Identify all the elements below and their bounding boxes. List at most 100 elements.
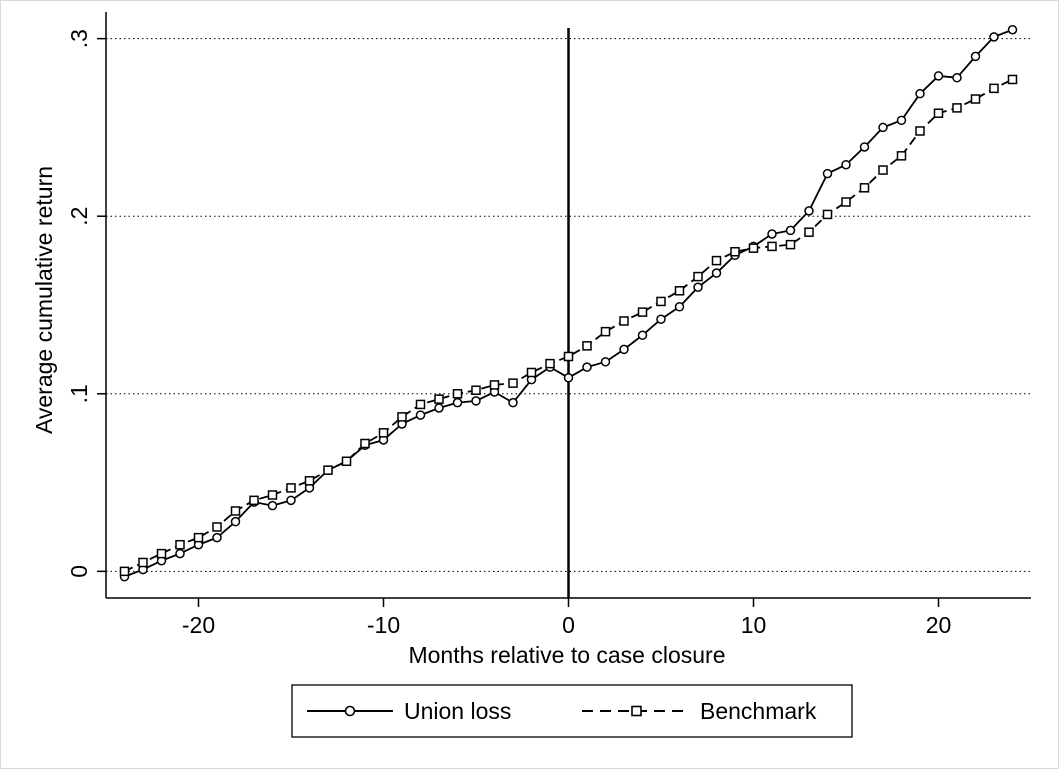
y-tick-label: .2 xyxy=(66,207,92,226)
legend-label-benchmark: Benchmark xyxy=(700,698,817,724)
point-benchmark xyxy=(859,183,870,193)
point-union-loss xyxy=(970,51,981,62)
point-union-loss xyxy=(286,495,296,506)
y-tick-label: 0 xyxy=(66,565,92,578)
point-benchmark xyxy=(156,548,167,559)
point-benchmark xyxy=(1007,74,1018,85)
point-union-loss xyxy=(619,344,629,355)
point-union-loss xyxy=(878,122,888,133)
x-tick-label: 10 xyxy=(741,612,767,638)
point-benchmark xyxy=(767,241,777,252)
point-benchmark xyxy=(212,522,222,532)
point-benchmark xyxy=(415,399,426,410)
point-benchmark xyxy=(970,94,981,104)
axes xyxy=(97,12,1031,607)
point-benchmark xyxy=(545,358,555,369)
point-benchmark xyxy=(193,532,204,543)
point-benchmark xyxy=(230,506,241,516)
x-tick-label: -10 xyxy=(367,612,400,638)
x-tick-label: -20 xyxy=(182,612,215,638)
point-benchmark xyxy=(600,326,611,337)
point-benchmark xyxy=(563,351,574,362)
point-benchmark xyxy=(138,557,148,568)
point-benchmark xyxy=(637,307,648,317)
point-benchmark xyxy=(693,271,703,282)
legend-marker-benchmark xyxy=(631,705,642,717)
point-benchmark xyxy=(452,389,463,399)
point-benchmark xyxy=(304,476,315,486)
point-union-loss xyxy=(415,410,426,420)
point-union-loss xyxy=(896,115,907,126)
point-union-loss xyxy=(693,282,703,292)
point-union-loss xyxy=(267,500,278,511)
point-benchmark xyxy=(434,394,444,404)
point-benchmark xyxy=(989,83,999,94)
y-axis-label: Average cumulative return xyxy=(31,166,57,434)
point-benchmark xyxy=(489,380,500,390)
point-benchmark xyxy=(119,566,130,577)
point-union-loss xyxy=(804,206,814,216)
point-benchmark xyxy=(878,165,888,175)
point-benchmark xyxy=(508,378,518,388)
point-benchmark xyxy=(804,227,814,237)
point-benchmark xyxy=(323,465,333,475)
point-union-loss xyxy=(508,397,518,408)
point-union-loss xyxy=(822,168,833,179)
point-union-loss xyxy=(674,302,685,312)
point-union-loss xyxy=(711,268,722,278)
point-union-loss xyxy=(767,229,777,239)
x-tick-label: 0 xyxy=(562,612,575,638)
point-benchmark xyxy=(822,209,833,220)
point-benchmark xyxy=(711,255,722,266)
point-benchmark xyxy=(619,316,629,326)
point-benchmark xyxy=(582,341,592,351)
point-union-loss xyxy=(600,357,611,367)
legend: Union loss Benchmark xyxy=(291,684,853,738)
point-union-loss xyxy=(563,373,574,383)
point-union-loss xyxy=(952,72,962,83)
point-union-loss xyxy=(212,532,222,543)
point-benchmark xyxy=(841,197,851,207)
point-benchmark xyxy=(933,108,944,118)
legend-label-union-loss: Union loss xyxy=(404,698,511,724)
gridlines xyxy=(106,38,1031,572)
point-union-loss xyxy=(915,88,925,99)
point-union-loss xyxy=(989,32,999,42)
point-benchmark xyxy=(341,456,352,467)
point-union-loss xyxy=(230,516,241,527)
point-union-loss xyxy=(841,159,851,170)
point-benchmark xyxy=(674,286,685,296)
point-union-loss xyxy=(471,396,481,406)
series-layer xyxy=(119,25,1018,582)
point-benchmark xyxy=(175,539,185,550)
x-tick-label: 20 xyxy=(926,612,952,638)
point-benchmark xyxy=(526,367,537,378)
point-union-loss xyxy=(175,548,185,559)
legend-marker-union-loss xyxy=(344,705,356,717)
point-benchmark xyxy=(748,243,759,253)
point-union-loss xyxy=(582,362,592,372)
point-benchmark xyxy=(249,495,259,506)
point-benchmark xyxy=(730,246,740,257)
x-axis-label: Months relative to case closure xyxy=(408,642,725,668)
point-benchmark xyxy=(471,385,481,395)
point-union-loss xyxy=(933,71,944,81)
point-union-loss xyxy=(859,142,870,152)
point-benchmark xyxy=(286,483,296,493)
point-benchmark xyxy=(785,239,796,250)
point-benchmark xyxy=(915,126,925,136)
point-benchmark xyxy=(378,428,389,438)
point-union-loss xyxy=(1007,25,1018,35)
point-benchmark xyxy=(896,151,907,161)
point-union-loss xyxy=(656,314,666,324)
y-tick-label: .1 xyxy=(66,384,92,403)
point-union-loss xyxy=(785,225,796,236)
point-union-loss xyxy=(637,330,648,340)
point-benchmark xyxy=(952,103,962,113)
point-union-loss xyxy=(434,403,444,413)
point-benchmark xyxy=(656,296,666,307)
point-benchmark xyxy=(360,438,370,449)
point-benchmark xyxy=(397,412,407,422)
